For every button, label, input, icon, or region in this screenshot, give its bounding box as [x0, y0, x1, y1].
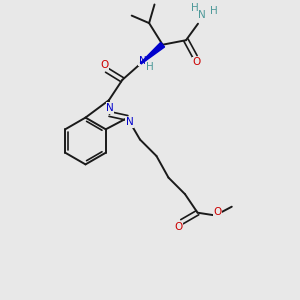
Text: H: H — [210, 6, 218, 16]
Text: H: H — [191, 3, 199, 13]
Text: O: O — [174, 222, 182, 232]
Text: O: O — [100, 60, 109, 70]
Text: H: H — [146, 62, 153, 72]
Text: N: N — [106, 103, 114, 113]
Text: O: O — [214, 207, 222, 217]
Text: N: N — [139, 56, 146, 66]
Text: N: N — [198, 10, 206, 20]
Polygon shape — [141, 42, 165, 64]
Text: N: N — [126, 117, 134, 128]
Text: O: O — [193, 57, 201, 67]
